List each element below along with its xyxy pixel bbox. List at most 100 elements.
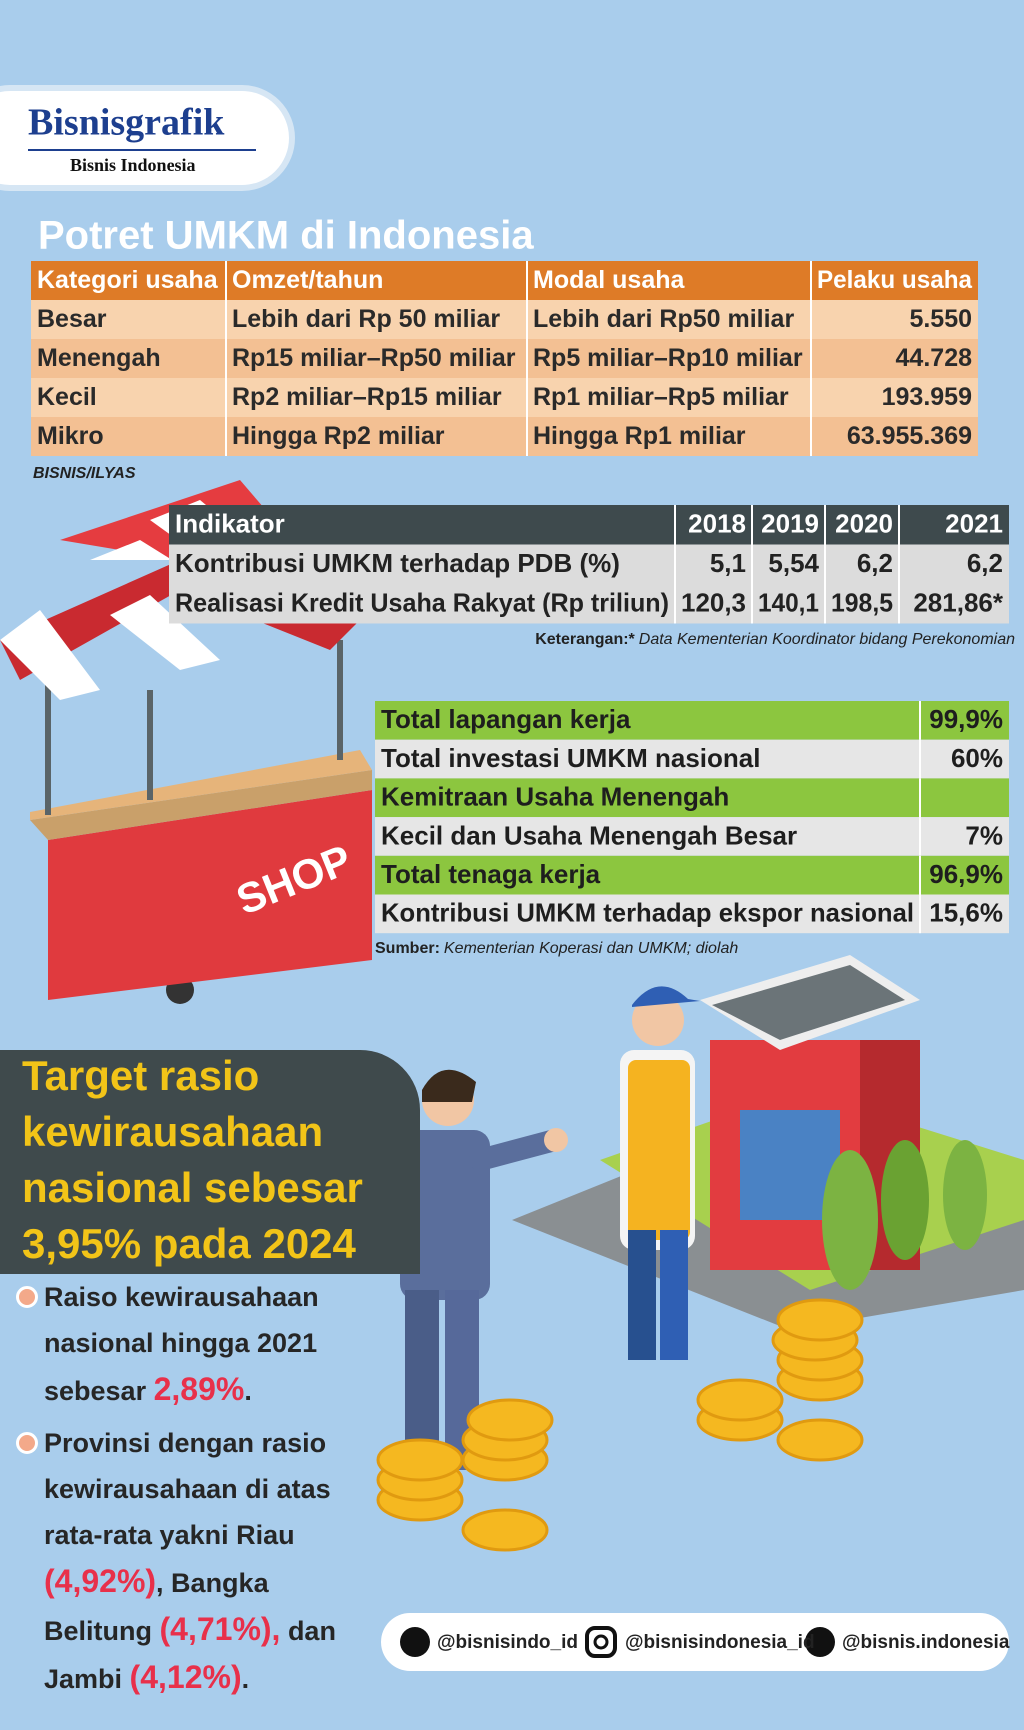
source: Sumber: Kementerian Koperasi dan UMKM; di…	[375, 940, 738, 957]
table-row	[169, 505, 1009, 545]
social-bar	[381, 1613, 1009, 1671]
note-part: Data Kementerian Koordinator bidang Pere…	[639, 631, 1015, 648]
table-cell: 5,1	[710, 548, 746, 578]
target-heading: kewirausahaan	[22, 1108, 323, 1155]
table-cell: 2018	[688, 509, 746, 539]
table-cell: 2019	[761, 509, 819, 539]
table-cell: Hingga Rp1 miliar	[533, 422, 746, 450]
table-cell: 15,6%	[929, 898, 1003, 928]
target-box	[0, 1050, 420, 1274]
target-heading: 3,95% pada 2024	[22, 1220, 357, 1267]
bullet-text: .	[244, 1376, 252, 1406]
table-cell: 2021	[945, 509, 1003, 539]
table-cell: 6,2	[967, 548, 1003, 578]
table-cell: Total investasi UMKM nasional	[381, 743, 760, 773]
bullet-text: .	[241, 1664, 250, 1694]
table-row	[375, 894, 1009, 934]
note-part: Sumber:	[375, 940, 440, 957]
table-cell: 140,1	[758, 588, 819, 618]
bullet-text: (4,12%)	[129, 1659, 242, 1695]
table-cell: Menengah	[37, 344, 161, 372]
table-cell: 7%	[965, 820, 1003, 850]
table-cell: Rp2 miliar–Rp15 miliar	[232, 383, 502, 411]
tiktok-icon	[805, 1627, 835, 1657]
table-cell: 44.728	[896, 344, 973, 372]
table-cell: 198,5	[831, 588, 893, 618]
table-cell: Besar	[37, 305, 107, 333]
table-cell: 281,86*	[913, 588, 1004, 618]
table-cell: Kecil dan Usaha Menengah Besar	[381, 820, 797, 850]
table-row	[31, 300, 978, 339]
table-cell: Rp15 miliar–Rp50 miliar	[232, 344, 516, 372]
table-row	[375, 701, 1009, 740]
table-cell: 120,3	[681, 588, 746, 618]
table-cell: 6,2	[857, 548, 893, 578]
table-cell: 5.550	[909, 305, 972, 333]
table-cell: 5,54	[768, 548, 819, 578]
bullet-text: dan Jambi	[44, 1616, 336, 1694]
table-cell: Total tenaga kerja	[381, 859, 601, 889]
table-cell: Hingga Rp2 miliar	[232, 422, 445, 450]
note-part: Keterangan:*	[535, 631, 635, 648]
table-cell: Modal usaha	[533, 266, 686, 294]
table-row	[375, 855, 1009, 895]
table-cell: 193.959	[882, 383, 972, 411]
bullet-text: 2,89%	[153, 1371, 245, 1407]
coins	[376, 1298, 864, 1552]
instagram-lens	[593, 1634, 609, 1650]
bullet: Raiso kewirausahaan nasional hingga 2021…	[16, 1274, 346, 1414]
note: Keterangan:* Data Kementerian Koordinator…	[535, 631, 1015, 648]
table-cell: 63.955.369	[847, 422, 972, 450]
table-title: Potret UMKM di Indonesia	[38, 214, 534, 258]
table-cell: Omzet/tahun	[232, 266, 383, 294]
table-row	[31, 417, 978, 456]
table-cell: Realisasi Kredit Usaha Rakyat (Rp triliu…	[175, 588, 669, 618]
table-cell: Kategori usaha	[37, 266, 219, 294]
target-heading: Target rasio	[22, 1052, 259, 1099]
logo-pill	[0, 85, 295, 191]
table-cell: 99,9%	[929, 704, 1003, 734]
table-row	[375, 778, 1009, 818]
table-cell: Rp1 miliar–Rp5 miliar	[533, 383, 789, 411]
bullet-text: (4,92%)	[44, 1563, 157, 1599]
table-cell: Kontribusi UMKM terhadap ekspor nasional	[381, 898, 914, 928]
table-cell: 2020	[835, 509, 893, 539]
table-cell: Kontribusi UMKM terhadap PDB (%)	[175, 548, 620, 578]
table-cell: Pelaku usaha	[817, 266, 973, 294]
table-row	[375, 739, 1009, 779]
bullet-text: (4,71%),	[159, 1611, 281, 1647]
table-cell: Mikro	[37, 422, 104, 450]
table-row	[169, 544, 1009, 584]
table-cell: Total lapangan kerja	[381, 704, 631, 734]
bullet: Provinsi dengan rasio kewirausahaan di a…	[16, 1420, 346, 1702]
table-cell: Kecil	[37, 383, 97, 411]
table-cell: 60%	[951, 743, 1003, 773]
brand-name: Bisnisgrafik	[28, 102, 225, 144]
table-cell: Rp5 miliar–Rp10 miliar	[533, 344, 803, 372]
table-row	[169, 584, 1009, 624]
bullet-text: Raiso kewirausahaan nasional hingga 2021…	[44, 1282, 319, 1406]
bullet-list: Raiso kewirausahaan nasional hingga 2021…	[16, 1274, 346, 1708]
table-cell: Lebih dari Rp50 miliar	[533, 305, 794, 333]
table-cell: Indikator	[175, 509, 285, 539]
social-handle: @bisnis.indonesia	[842, 1632, 1010, 1653]
credit: BISNIS/ILYAS	[33, 465, 136, 482]
social-handle: @bisnisindo_id	[437, 1632, 578, 1653]
bullet-dot	[16, 1286, 38, 1308]
table-row	[31, 378, 978, 417]
target-heading: nasional sebesar	[22, 1164, 363, 1211]
note-part: Kementerian Koperasi dan UMKM; diolah	[444, 940, 738, 957]
bullet-dot	[16, 1432, 38, 1454]
table-cell: Lebih dari Rp 50 miliar	[232, 305, 500, 333]
store-illustration	[400, 955, 1024, 1470]
table-cell: Kemitraan Usaha Menengah	[381, 782, 729, 812]
social-handle: @bisnisindonesia_id	[625, 1632, 815, 1653]
bullet-text: , Bangka Belitung	[44, 1568, 269, 1646]
table-cell: 96,9%	[929, 859, 1003, 889]
brand-publisher: Bisnis Indonesia	[70, 155, 196, 175]
table-row	[31, 339, 978, 378]
instagram-icon	[585, 1626, 617, 1658]
table-row	[31, 261, 978, 300]
